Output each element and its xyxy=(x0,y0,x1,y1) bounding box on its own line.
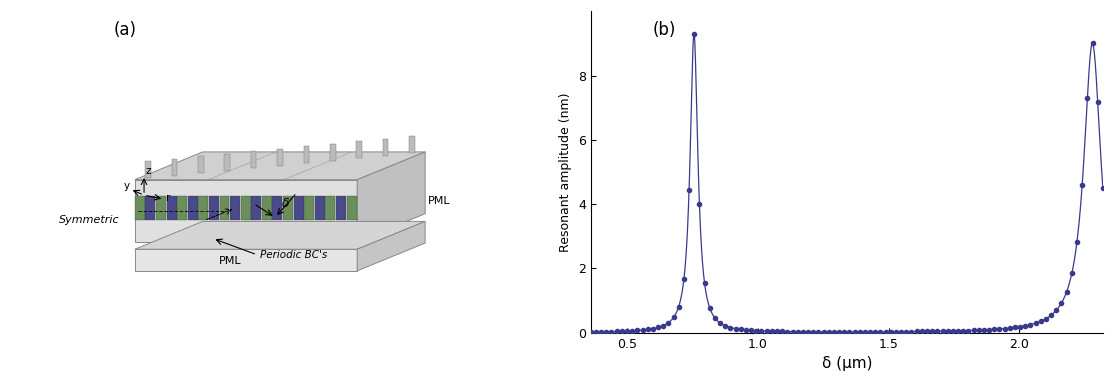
Y-axis label: Resonant amplitude (nm): Resonant amplitude (nm) xyxy=(559,92,573,252)
Polygon shape xyxy=(358,152,426,242)
Polygon shape xyxy=(336,197,346,220)
Polygon shape xyxy=(135,197,145,220)
Polygon shape xyxy=(277,149,283,166)
Polygon shape xyxy=(251,151,256,168)
Polygon shape xyxy=(188,197,197,220)
Polygon shape xyxy=(358,222,426,271)
Polygon shape xyxy=(330,144,335,161)
Polygon shape xyxy=(346,197,356,220)
Polygon shape xyxy=(145,161,150,178)
Polygon shape xyxy=(325,197,335,220)
Polygon shape xyxy=(177,197,187,220)
Text: z: z xyxy=(146,166,152,175)
Text: Periodic BC's: Periodic BC's xyxy=(261,250,328,260)
Polygon shape xyxy=(156,197,166,220)
Text: PML: PML xyxy=(219,256,242,266)
Polygon shape xyxy=(273,197,283,220)
Polygon shape xyxy=(383,139,389,156)
Polygon shape xyxy=(356,141,362,158)
Polygon shape xyxy=(409,136,414,153)
Polygon shape xyxy=(135,152,426,180)
Polygon shape xyxy=(315,197,325,220)
Polygon shape xyxy=(241,197,251,220)
Polygon shape xyxy=(283,197,293,220)
Polygon shape xyxy=(304,146,310,163)
Text: y: y xyxy=(124,181,130,191)
Polygon shape xyxy=(262,197,272,220)
X-axis label: δ (μm): δ (μm) xyxy=(822,356,872,371)
Text: r: r xyxy=(166,193,170,203)
Polygon shape xyxy=(198,197,208,220)
Text: $\delta$: $\delta$ xyxy=(282,197,291,209)
Polygon shape xyxy=(135,249,358,271)
Text: Symmetric: Symmetric xyxy=(59,215,119,225)
Polygon shape xyxy=(252,197,262,220)
Polygon shape xyxy=(198,156,204,174)
Polygon shape xyxy=(135,222,426,249)
Polygon shape xyxy=(167,197,176,220)
Text: PML: PML xyxy=(428,197,451,206)
Polygon shape xyxy=(145,197,155,220)
Text: (b): (b) xyxy=(652,21,675,39)
Polygon shape xyxy=(219,197,229,220)
Polygon shape xyxy=(231,197,241,220)
Polygon shape xyxy=(172,159,177,176)
Polygon shape xyxy=(294,197,304,220)
Text: (a): (a) xyxy=(114,21,136,39)
Polygon shape xyxy=(209,197,218,220)
Polygon shape xyxy=(135,180,358,242)
Polygon shape xyxy=(304,197,314,220)
Polygon shape xyxy=(224,154,229,171)
